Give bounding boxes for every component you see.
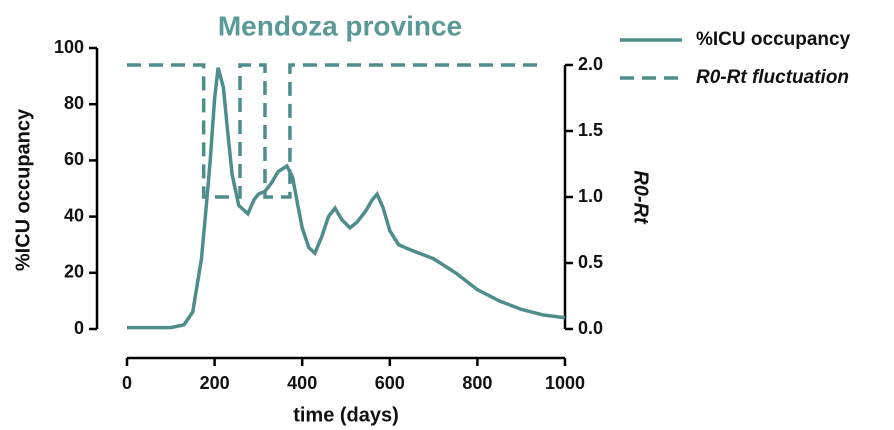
y2-tick-label: 0.5 <box>578 252 603 272</box>
series-line <box>127 63 541 199</box>
x-tick-label: 1000 <box>545 373 585 393</box>
x-tick-label: 400 <box>287 373 317 393</box>
x-axis-label: time (days) <box>293 404 399 426</box>
y-tick-label: 80 <box>64 93 84 113</box>
x-tick-label: 800 <box>462 373 492 393</box>
y2-axis-label: R0-Rt <box>630 170 652 225</box>
y-tick-label: 40 <box>64 205 84 225</box>
y2-tick-label: 1.0 <box>578 186 603 206</box>
y2-tick-label: 2.0 <box>578 54 603 74</box>
chart-title: Mendoza province <box>218 10 462 41</box>
x-tick-label: 0 <box>122 373 132 393</box>
legend-label: %ICU occupancy <box>696 29 851 50</box>
y-tick-label: 100 <box>54 37 84 57</box>
y2-tick-label: 0.0 <box>578 318 603 338</box>
y2-tick-label: 1.5 <box>578 120 603 140</box>
legend-label: R0-Rt fluctuation <box>696 67 849 88</box>
y-tick-label: 0 <box>74 318 84 338</box>
x-tick-label: 600 <box>375 373 405 393</box>
x-tick-label: 200 <box>200 373 230 393</box>
series-line <box>127 67 566 330</box>
y-tick-label: 60 <box>64 149 84 169</box>
y-tick-label: 20 <box>64 262 84 282</box>
y-axis-label: %ICU occupancy <box>12 108 34 271</box>
